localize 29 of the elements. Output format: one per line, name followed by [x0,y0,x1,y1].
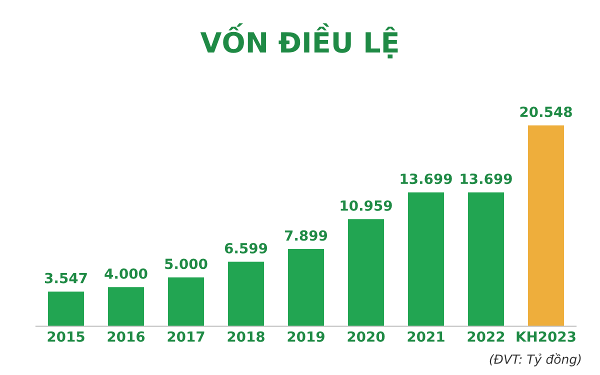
chart-title: VỐN ĐIỀU LỆ [200,23,398,58]
bar [168,277,204,326]
bar [288,249,324,326]
x-tick-label: 2021 [408,331,444,342]
bar [48,292,84,326]
bar [528,125,564,326]
x-tick-label: 2016 [108,331,145,342]
data-label: 13.699 [400,174,452,184]
data-label: 6.599 [224,242,268,254]
x-tick-label: 2022 [468,331,504,342]
bar [468,192,504,326]
x-tick-label: 2015 [48,331,84,342]
bar [108,287,144,326]
bar [408,192,444,326]
data-label: 7.899 [284,230,328,241]
text: (ĐVT: Tỷ đồng) [490,353,581,366]
x-tick-label: 2019 [288,331,324,342]
bar [348,219,384,326]
data-label: 20.548 [520,106,572,118]
data-label: 4.000 [104,268,148,279]
x-tick-label: 2018 [228,331,264,342]
data-label: 5.000 [165,258,208,270]
data-label: 10.959 [340,200,392,211]
x-tick-label: 2017 [168,331,204,342]
x-tick-label: 2020 [348,331,385,342]
bar [228,262,264,326]
x-tick-label: KH2023 [516,331,576,342]
data-label: 13.699 [460,174,512,184]
data-label: 3.547 [44,272,87,284]
